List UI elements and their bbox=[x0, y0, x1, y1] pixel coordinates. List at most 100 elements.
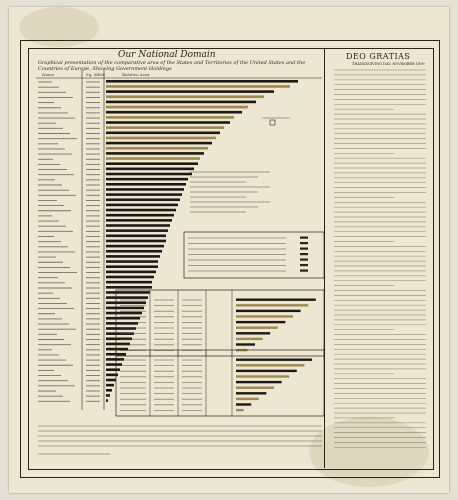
bar bbox=[106, 255, 160, 258]
bar bbox=[106, 188, 184, 191]
bar bbox=[106, 224, 170, 227]
inner-frame bbox=[28, 48, 434, 470]
bar bbox=[106, 162, 198, 165]
bar bbox=[106, 208, 176, 212]
bar bbox=[106, 280, 152, 284]
scale-square bbox=[269, 119, 276, 126]
bar bbox=[106, 265, 158, 268]
bar bbox=[106, 270, 156, 274]
bar bbox=[106, 116, 234, 119]
bar bbox=[106, 136, 216, 140]
bar bbox=[106, 296, 148, 299]
table-bar bbox=[236, 320, 286, 324]
bar bbox=[106, 100, 256, 104]
table-bar bbox=[236, 298, 316, 301]
bar bbox=[106, 193, 182, 196]
bar bbox=[106, 121, 230, 124]
summary-bar bbox=[300, 258, 308, 261]
panel-title: DEO GRATIAS bbox=[346, 52, 411, 61]
bar bbox=[106, 234, 166, 238]
bar bbox=[106, 337, 132, 341]
table-bar bbox=[236, 304, 309, 307]
bar bbox=[106, 167, 194, 171]
bar bbox=[106, 347, 128, 351]
table-bar bbox=[236, 397, 259, 401]
bar bbox=[106, 105, 248, 109]
paper-stain bbox=[309, 417, 429, 487]
bar bbox=[106, 275, 154, 279]
bar bbox=[106, 306, 144, 310]
table-bar bbox=[236, 403, 252, 406]
bar bbox=[106, 110, 242, 114]
bar bbox=[106, 260, 158, 263]
bar bbox=[106, 291, 150, 294]
data-table bbox=[115, 289, 325, 357]
bar bbox=[106, 80, 298, 83]
summary-bar bbox=[300, 264, 308, 267]
bar bbox=[106, 249, 162, 253]
bar bbox=[106, 368, 120, 371]
bar bbox=[106, 358, 124, 361]
bar bbox=[106, 399, 108, 402]
right-text-panel bbox=[324, 48, 433, 468]
table-bar bbox=[236, 392, 267, 395]
bar bbox=[106, 342, 130, 346]
bar bbox=[106, 363, 122, 366]
summary-box bbox=[183, 231, 325, 279]
bar bbox=[106, 141, 212, 145]
bar bbox=[106, 286, 152, 289]
bar bbox=[106, 157, 200, 160]
chart-subtitle: Graphical presentation of the comparativ… bbox=[38, 60, 306, 72]
map-sheet bbox=[9, 7, 449, 493]
bar bbox=[106, 213, 174, 217]
outer-frame bbox=[20, 40, 440, 478]
bar bbox=[106, 301, 146, 305]
column-header-relative: Relative Area bbox=[122, 72, 150, 77]
chart-title: Our National Domain bbox=[118, 50, 216, 60]
table-bar bbox=[236, 375, 290, 378]
bar bbox=[106, 316, 140, 320]
bar bbox=[106, 183, 186, 186]
summary-bar bbox=[300, 247, 308, 250]
bar bbox=[106, 311, 142, 315]
column-header-area: Sq. Miles bbox=[86, 72, 105, 77]
table-bar bbox=[236, 343, 255, 346]
bar bbox=[106, 219, 172, 222]
column-header-name: Name bbox=[42, 72, 55, 77]
bar bbox=[106, 85, 290, 88]
bar bbox=[106, 327, 136, 330]
table-bar bbox=[236, 326, 278, 329]
bar bbox=[106, 203, 178, 207]
bar bbox=[106, 146, 208, 150]
bar bbox=[106, 322, 138, 325]
bar bbox=[106, 126, 224, 129]
table-bar bbox=[236, 369, 297, 373]
bar bbox=[106, 244, 164, 248]
bar bbox=[106, 177, 188, 181]
table-bar bbox=[236, 315, 293, 318]
bar bbox=[106, 373, 118, 377]
table-bar bbox=[236, 408, 244, 412]
data-table bbox=[115, 349, 325, 417]
bar bbox=[106, 198, 180, 202]
panel-date: THANKSGIVING DAY, NOVEMBER 1899 bbox=[352, 62, 425, 66]
bar bbox=[106, 95, 264, 99]
table-bar bbox=[236, 364, 305, 367]
table-bar bbox=[236, 337, 263, 341]
summary-bar bbox=[300, 269, 308, 272]
bar bbox=[106, 239, 166, 243]
bar bbox=[106, 383, 114, 387]
bar bbox=[106, 389, 112, 392]
summary-bar bbox=[300, 236, 308, 239]
table-bar bbox=[236, 380, 282, 384]
bar bbox=[106, 229, 168, 232]
bar bbox=[106, 172, 192, 176]
table-bar bbox=[236, 332, 271, 335]
bar bbox=[106, 131, 220, 135]
summary-bar bbox=[300, 242, 308, 245]
bar bbox=[106, 394, 110, 397]
table-bar bbox=[236, 358, 312, 361]
bar bbox=[106, 378, 116, 382]
table-bar bbox=[236, 309, 301, 313]
